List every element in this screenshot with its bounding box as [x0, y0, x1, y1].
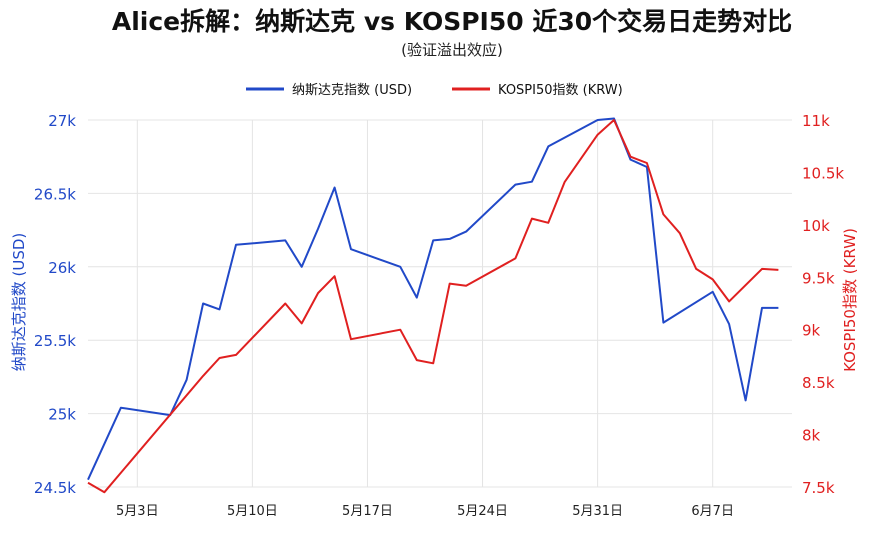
- legend: 纳斯达克指数 (USD) KOSPI50指数 (KRW): [246, 83, 623, 98]
- right-axis-tick-label: 9.5k: [802, 269, 835, 287]
- x-axis-tick-label: 6月7日: [691, 504, 734, 519]
- chart-subtitle: (验证溢出效应): [401, 41, 503, 59]
- series-lines: [87, 117, 779, 494]
- legend-label-nasdaq: 纳斯达克指数 (USD): [292, 83, 412, 98]
- right-axis-tick-label: 8.5k: [802, 374, 835, 392]
- left-axis-ticks: 24.5k 25k 25.5k 26k 26.5k 27k: [34, 112, 76, 497]
- left-axis-tick-label: 24.5k: [34, 479, 76, 497]
- left-axis-tick-label: 26.5k: [34, 185, 76, 203]
- left-axis-tick-label: 27k: [48, 112, 76, 130]
- legend-label-kospi: KOSPI50指数 (KRW): [498, 83, 623, 98]
- left-axis-tick-label: 26k: [48, 259, 76, 277]
- right-axis-tick-label: 10k: [802, 217, 830, 235]
- x-axis-tick-label: 5月17日: [342, 504, 393, 519]
- right-axis-tick-label: 10.5k: [802, 164, 844, 182]
- chart-title: Alice拆解：纳斯达克 vs KOSPI50 近30个交易日走势对比: [112, 7, 792, 36]
- right-axis-ticks: 7.5k 8k 8.5k 9k 9.5k 10k 10.5k 11k: [802, 112, 844, 497]
- right-axis-tick-label: 9k: [802, 322, 821, 340]
- right-axis-tick-label: 8k: [802, 427, 821, 445]
- x-axis-tick-label: 5月31日: [572, 504, 623, 519]
- x-axis-tick-label: 5月10日: [227, 504, 278, 519]
- left-axis-tick-label: 25k: [48, 406, 76, 424]
- left-axis-title: 纳斯达克指数 (USD): [10, 233, 28, 372]
- x-axis-ticks: 5月3日 5月10日 5月17日 5月24日 5月31日 6月7日: [116, 504, 734, 519]
- series-line-nasdaq: [87, 117, 779, 481]
- x-axis-tick-label: 5月3日: [116, 504, 159, 519]
- left-axis-tick-label: 25.5k: [34, 332, 76, 350]
- gridlines: [88, 119, 792, 488]
- right-axis-title: KOSPI50指数 (KRW): [841, 228, 859, 372]
- right-axis-tick-label: 7.5k: [802, 479, 835, 497]
- x-axis-tick-label: 5月24日: [457, 504, 508, 519]
- right-axis-tick-label: 11k: [802, 112, 830, 130]
- series-line-kospi: [87, 119, 779, 494]
